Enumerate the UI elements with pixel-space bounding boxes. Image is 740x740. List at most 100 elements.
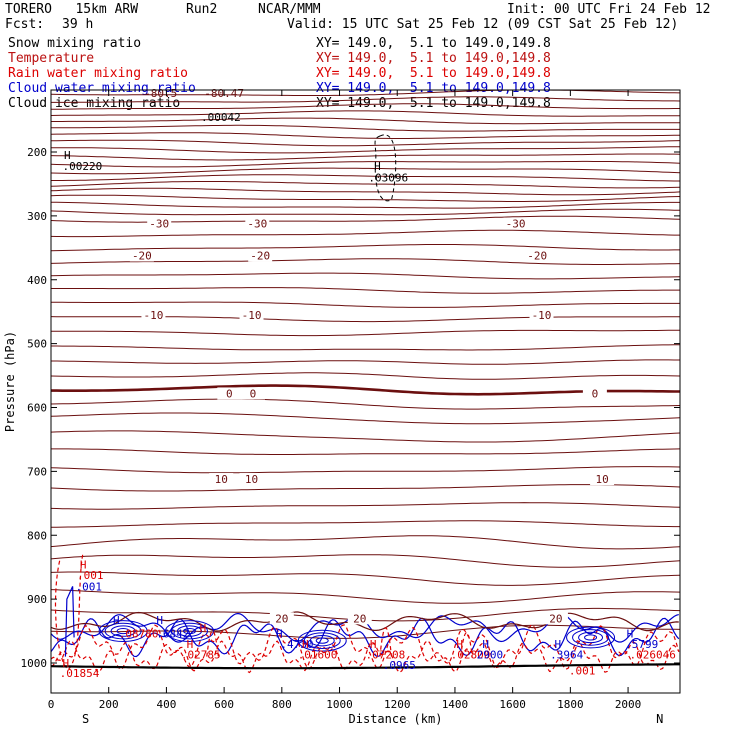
field-name-cloudice: Cloud ice mixing ratio xyxy=(8,96,181,111)
isotherm-line xyxy=(51,448,680,455)
isotherm-label: -20 xyxy=(527,249,547,262)
field-xy-rain: XY= 149.0, 5.1 to 149.0,149.8 xyxy=(316,66,551,81)
x-axis-title: Distance (km) xyxy=(349,712,443,726)
x-tick-label: 800 xyxy=(272,698,292,711)
isotherm-line xyxy=(51,398,680,410)
cloudwater-cell xyxy=(104,622,142,640)
isotherm-line xyxy=(51,329,680,337)
isotherm-label-bg xyxy=(245,217,270,230)
contour-layer xyxy=(51,90,680,639)
rain-contour xyxy=(379,627,393,657)
mixing-ratio-label: .01854 xyxy=(60,667,100,680)
isotherm-line xyxy=(51,287,680,294)
mixing-ratio-label: H xyxy=(156,614,163,627)
isotherm-line xyxy=(51,139,680,147)
y-tick-label: 900 xyxy=(27,593,47,606)
mixing-ratio-label: H xyxy=(276,628,283,641)
plot-frame xyxy=(50,89,681,694)
isotherm-label: 20 xyxy=(549,612,562,625)
mixing-ratio-label: .001 xyxy=(77,569,104,582)
isotherm-label-bg xyxy=(147,217,172,230)
field-name-rain: Rain water mixing ratio xyxy=(8,66,189,81)
y-tick-label: 600 xyxy=(27,402,47,415)
isotherm-label-bg xyxy=(248,249,273,262)
isotherm-label-bg xyxy=(582,387,607,400)
isotherm-label: 20 xyxy=(275,612,288,625)
forecast-hour: 39 h xyxy=(62,17,94,32)
isotherm-label: -10 xyxy=(143,309,163,322)
rain-contour xyxy=(51,624,680,671)
cloudwater-cell xyxy=(578,631,604,644)
mixing-ratio-label: H xyxy=(627,628,634,641)
y-tick-label: 700 xyxy=(27,465,47,478)
cloudwater-contour xyxy=(51,617,680,658)
isotherm-line xyxy=(51,535,680,550)
mixing-ratio-label: .026046 xyxy=(630,649,676,662)
y-tick-label: 1000 xyxy=(21,657,48,670)
mixing-ratio-label: H xyxy=(370,638,377,651)
cloudwater-cell xyxy=(572,629,610,646)
mixing-ratio-label: .03096 xyxy=(368,172,408,185)
isotherm-line xyxy=(51,372,680,380)
x-end-label-south: S xyxy=(82,712,89,726)
isotherm-label: 0 xyxy=(250,387,257,400)
mixing-ratio-label: .5799 xyxy=(625,638,658,651)
mixing-ratio-label: H xyxy=(482,638,489,651)
rain-contour xyxy=(460,632,473,657)
isotherm-line xyxy=(51,229,680,238)
cloudwater-cell xyxy=(182,627,196,635)
cloudwater-cell xyxy=(315,637,329,644)
isotherm-label-bg xyxy=(239,308,264,321)
isotherm-line xyxy=(51,484,680,492)
x-tick-label: 2000 xyxy=(615,698,642,711)
mixing-ratio-label: H xyxy=(113,614,120,627)
x-tick-label: 1000 xyxy=(326,698,353,711)
cloudwater-cell xyxy=(176,625,202,637)
rain-contour xyxy=(54,554,84,671)
mixing-ratio-label: H xyxy=(374,160,381,173)
cloudwater-cell xyxy=(164,620,214,642)
isotherm-line xyxy=(51,96,680,103)
isotherm-label: 10 xyxy=(215,473,228,486)
mixing-ratio-label: .6842 xyxy=(156,628,189,641)
isotherm-20-line xyxy=(51,611,679,632)
isotherm-line xyxy=(51,160,680,168)
isotherm-line xyxy=(51,167,680,175)
isotherm-line xyxy=(51,181,680,189)
field-xy-temperature: XY= 149.0, 5.1 to 149.0,149.8 xyxy=(316,51,551,66)
isotherm-line xyxy=(51,244,680,252)
isotherm-line xyxy=(51,208,680,216)
isotherm-label: 0 xyxy=(226,387,233,400)
isotherm-label-bg xyxy=(129,249,154,262)
mixing-ratio-label: H xyxy=(187,638,194,651)
rain-contour xyxy=(51,639,680,674)
x-tick-label: 1200 xyxy=(384,698,411,711)
mixing-ratio-label: .4730 xyxy=(280,638,313,651)
isotherm-label-bg xyxy=(529,308,554,321)
isotherm-line xyxy=(51,132,680,139)
isotherm-line xyxy=(51,215,680,223)
mixing-ratio-label: H xyxy=(302,638,309,651)
mixing-ratio-label: H xyxy=(64,149,71,162)
isotherm-line xyxy=(51,258,680,265)
isotherm-line xyxy=(51,124,680,132)
isotherm-line xyxy=(51,174,680,182)
y-tick-label: 200 xyxy=(27,146,47,159)
isotherm-label-bg xyxy=(503,217,528,230)
isotherm-line xyxy=(51,359,680,365)
run-label: Run2 xyxy=(186,2,218,17)
x-tick-label: 200 xyxy=(99,698,119,711)
isotherm-label: 0 xyxy=(592,387,599,400)
org-label: NCAR/MMM xyxy=(258,2,321,17)
isotherm-label-bg xyxy=(269,612,294,625)
mixing-ratio-label: H xyxy=(80,559,87,572)
model-title: TORERO 15km ARW xyxy=(5,2,139,17)
cloudwater-cell xyxy=(297,629,347,652)
isotherm-line xyxy=(51,466,680,474)
isotherm-line xyxy=(51,110,680,117)
mixing-ratio-label: 2900 xyxy=(477,649,504,662)
isotherm-line xyxy=(51,103,680,110)
isotherm-line xyxy=(51,194,680,202)
isotherm-label: 10 xyxy=(245,473,258,486)
cloudwater-cell xyxy=(309,634,335,647)
